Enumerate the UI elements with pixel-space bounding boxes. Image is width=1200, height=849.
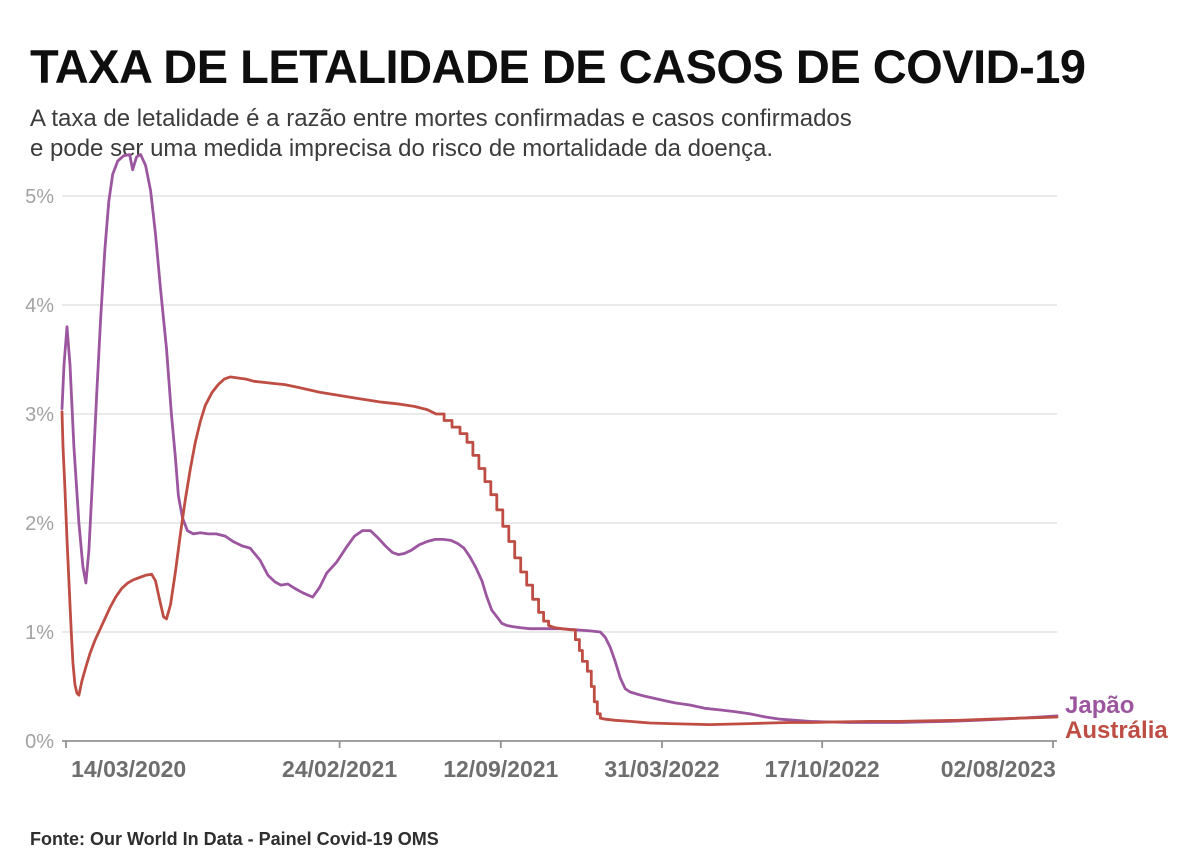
series-line-australia [60,375,1059,726]
y-tick-label: 3% [25,404,54,426]
chart-legend: Japão Austrália [1065,693,1168,743]
source-note: Fonte: Our World In Data - Painel Covid-… [30,829,439,849]
x-tick-label: 24/02/2021 [282,756,397,782]
x-tick-label: 02/08/2023 [941,756,1056,782]
y-tick-label: 2% [25,513,54,535]
y-tick-label: 0% [25,731,54,753]
page-title: TAXA DE LETALIDADE DE CASOS DE COVID-19 [30,40,1086,94]
chart-area: 0% 1% 2% 3% 4% 5% 14/03/2020 24/02/2021 12/09/20… [0,140,1200,840]
x-tick-label: 17/10/2022 [765,756,880,782]
chart-canvas: 0% 1% 2% 3% 4% 5% 14/03/2020 24/02/2021 12/09/20… [25,153,1059,782]
x-tick-label: 31/03/2022 [604,756,719,782]
legend-item-australia: Austrália [1065,717,1168,744]
legend-item-japao: Japão [1065,692,1135,719]
y-tick-label: 5% [25,186,54,208]
x-tick-label: 14/03/2020 [71,756,186,782]
series-line-japao [60,153,1059,724]
y-tick-label: 1% [25,622,54,644]
page-subtitle: A taxa de letalidade é a razão entre mor… [30,105,852,162]
x-tick-label: 12/09/2021 [443,756,558,782]
y-tick-label: 4% [25,295,54,317]
